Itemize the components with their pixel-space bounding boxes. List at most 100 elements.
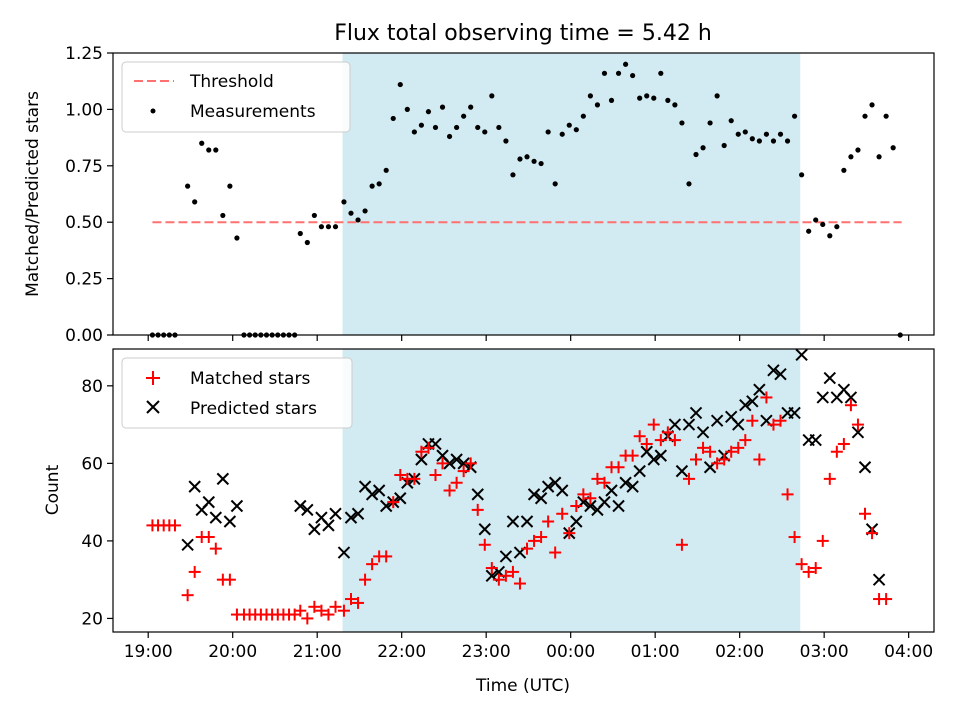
legend-predicted-swatch (146, 400, 160, 414)
measurement-point (763, 131, 770, 137)
measurement-point (841, 167, 847, 173)
x-tick-label: 19:00 (124, 642, 173, 662)
matched-star-point (450, 476, 463, 489)
predicted-star-point (584, 499, 597, 513)
x-tick-label: 03:00 (800, 642, 849, 662)
predicted-marker-stroke (450, 453, 463, 466)
predicted-marker-stroke (443, 457, 456, 470)
measurement-point (383, 167, 389, 173)
measurement-point (227, 183, 233, 189)
measurement-point (376, 181, 382, 187)
predicted-marker-stroke (223, 515, 237, 528)
measurement-point (721, 142, 727, 149)
measurement-point (362, 208, 368, 214)
matched-star-point (387, 496, 400, 509)
matched-star-point (866, 527, 879, 540)
x-tick-label: 04:00 (884, 642, 933, 662)
predicted-marker-stroke (605, 484, 618, 497)
matched-star-point (781, 488, 794, 501)
predicted-marker-stroke (322, 519, 335, 532)
top-plot-frame (112, 52, 935, 336)
predicted-marker-stroke (570, 515, 583, 528)
predicted-marker-stroke (682, 418, 696, 431)
measurement-point (503, 138, 509, 144)
measurement-point (728, 118, 734, 124)
measurement-point (355, 217, 361, 223)
predicted-star-point (809, 433, 822, 447)
measurement-point (890, 145, 896, 151)
matched-star-point (415, 445, 428, 458)
matched-star-point (690, 453, 703, 466)
matched-star-point (577, 488, 590, 501)
matched-star-point (457, 465, 470, 478)
predicted-marker-stroke (795, 348, 808, 362)
measurement-point (700, 145, 706, 151)
predicted-star-point (202, 495, 215, 509)
matched-star-point (563, 527, 576, 540)
predicted-marker-stroke (202, 495, 215, 509)
matched-star-point (223, 573, 236, 586)
matched-star-point (668, 434, 681, 447)
matched-star-point (682, 472, 695, 485)
measurement-point (468, 104, 474, 110)
matched-star-point (202, 531, 215, 544)
matched-star-point (633, 430, 646, 443)
predicted-star-point (689, 406, 703, 420)
measurement-point (524, 154, 530, 160)
predicted-star-point (619, 476, 632, 489)
predicted-star-point (520, 515, 534, 528)
matched-star-point (760, 391, 773, 404)
predicted-marker-stroke (365, 488, 379, 501)
measurement-point (820, 221, 826, 228)
predicted-marker-stroke (344, 511, 358, 524)
predicted-star-point (372, 484, 386, 497)
predicted-star-point (633, 464, 646, 478)
matched-star-point (837, 437, 850, 450)
bottom-plot-frame (112, 348, 935, 633)
matched-star-point (337, 604, 350, 617)
predicted-marker-stroke (294, 499, 307, 513)
measurement-point (834, 224, 840, 230)
matched-star-point (661, 426, 674, 439)
predicted-marker-stroke (230, 499, 244, 513)
measurement-point (637, 95, 643, 101)
measurement-point (304, 239, 310, 246)
predicted-star-point (647, 453, 660, 466)
x-axis-label: Time (UTC) (475, 676, 570, 696)
measurement-point (390, 115, 396, 122)
measurement-point (777, 131, 784, 137)
top-y-tick-label: 0.25 (65, 270, 103, 290)
predicted-marker-stroke (732, 418, 745, 431)
predicted-star-point (696, 426, 710, 439)
measurement-point (545, 129, 551, 135)
predicted-marker-stroke (181, 538, 194, 551)
measurement-point (806, 228, 812, 234)
predicted-star-point (337, 546, 351, 559)
measurement-point (439, 104, 446, 110)
matched-star-point (344, 593, 357, 606)
measurement-point (784, 138, 791, 144)
predicted-marker-stroke (612, 499, 625, 513)
measurement-point (348, 210, 354, 216)
matched-star-point (492, 573, 505, 586)
matched-star-point (181, 589, 194, 602)
legend-measurements-swatch (150, 108, 156, 114)
predicted-star-point (598, 495, 611, 509)
matched-star-point (704, 445, 717, 458)
matched-star-point (542, 515, 555, 528)
matched-star-point (591, 472, 604, 485)
measurement-point (199, 140, 205, 146)
predicted-marker-stroke (647, 453, 660, 466)
bottom-shaded-window (342, 349, 801, 632)
predicted-star-point (181, 538, 194, 551)
predicted-star-point (570, 515, 583, 528)
matched-star-point (746, 414, 759, 427)
measurement-point (714, 93, 720, 99)
predicted-marker-stroke (541, 480, 555, 493)
predicted-star-point (675, 464, 689, 478)
measurement-point (658, 70, 664, 76)
legend-matched-label: Matched stars (190, 369, 310, 389)
predicted-marker-stroke (626, 480, 639, 493)
measurement-point (848, 154, 854, 160)
predicted-marker-stroke (739, 399, 752, 412)
